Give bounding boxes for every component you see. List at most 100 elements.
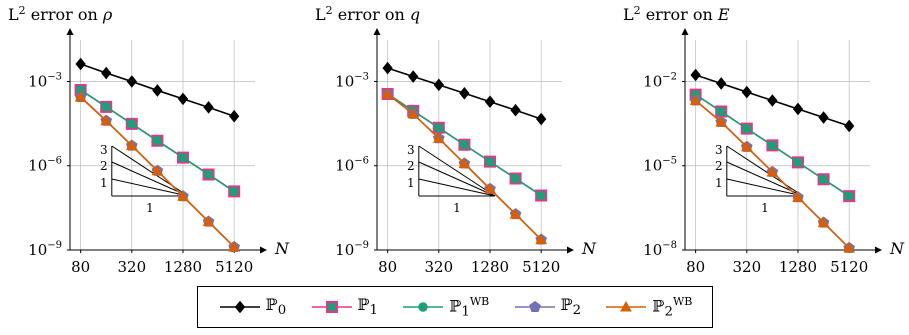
data-point-p2wb: [509, 208, 522, 219]
slope-label: 1: [407, 176, 415, 190]
legend-marker: [418, 302, 429, 312]
x-axis-arrow: [260, 246, 267, 254]
x-tick-label: 1280: [471, 258, 509, 276]
data-point-p1wb: [844, 191, 854, 201]
slope-label: 2: [715, 159, 723, 173]
data-point-p1wb: [793, 157, 803, 168]
data-point-p2wb: [715, 116, 728, 127]
x-tick-label: 80: [378, 258, 397, 276]
data-point-p2wb: [740, 140, 753, 152]
data-point-p2wb: [689, 94, 702, 106]
legend-item-p2: ℙ2: [513, 295, 582, 319]
x-tick-label: 5120: [522, 258, 560, 276]
chart-title: L2 error on q: [315, 4, 420, 24]
y-axis-arrow: [681, 28, 689, 35]
data-point-p1wb: [178, 152, 188, 163]
slope-1-hypotenuse: [418, 178, 496, 197]
data-point-p1wb: [485, 156, 495, 167]
legend-item-p2wb: ℙ2WB: [604, 294, 693, 320]
data-point-p2wb: [202, 215, 215, 227]
data-point-p1wb: [818, 174, 829, 184]
data-point-p2wb: [458, 157, 471, 169]
legend: ℙ0 ℙ1 ℙ1WB ℙ2 ℙ2WB: [197, 286, 713, 328]
x-tick-label: 5120: [215, 258, 253, 276]
y-tick-label: 10−6: [335, 156, 369, 175]
data-point-p1wb: [152, 135, 163, 146]
series-p2wb: [381, 87, 548, 245]
data-point-p0: [510, 103, 521, 117]
x-tick-label: 320: [424, 258, 453, 276]
data-point-p0: [101, 66, 112, 80]
data-point-p0: [203, 101, 214, 114]
x-tick-label: 5120: [830, 258, 868, 276]
slope-label: 3: [100, 143, 108, 157]
x-axis-label: N: [274, 239, 290, 258]
series-p2wb: [689, 94, 856, 253]
legend-label-p1: ℙ1: [357, 295, 379, 319]
legend-item-p1: ℙ1: [310, 295, 379, 319]
data-point-p1wb: [742, 123, 752, 134]
slope-label: 1: [715, 176, 723, 190]
data-point-p1wb: [434, 123, 444, 133]
x-tick-label: 320: [117, 258, 146, 276]
slope-label: 2: [407, 159, 415, 173]
slope-2-hypotenuse: [111, 161, 189, 197]
y-tick-label: 10−9: [335, 240, 369, 259]
data-point-p2wb: [484, 182, 496, 194]
data-point-p0: [75, 57, 86, 71]
x-axis-arrow: [875, 246, 882, 254]
data-point-p0: [152, 84, 163, 97]
slope-label: 1: [100, 176, 108, 190]
x-tick-label: 1280: [779, 258, 817, 276]
data-point-p0: [382, 61, 393, 75]
data-point-p0: [536, 112, 547, 126]
data-point-p2wb: [817, 216, 830, 228]
data-point-p2wb: [177, 190, 189, 201]
legend-label-p2wb: ℙ2WB: [652, 294, 693, 320]
legend-label-p2: ℙ2: [560, 295, 582, 319]
x-axis-arrow: [567, 246, 574, 254]
data-point-p0: [459, 86, 470, 100]
y-tick-label: 10−3: [28, 71, 62, 90]
data-point-p0: [126, 75, 137, 88]
x-tick-label: 1280: [164, 258, 202, 276]
data-point-p0: [741, 85, 752, 99]
data-point-p0: [408, 70, 419, 83]
slope-1-hypotenuse: [726, 178, 804, 197]
series-p1wb: [75, 85, 239, 197]
series-p0: [690, 68, 855, 133]
chart-panel-3: L2 error on E 10−2 10−5 10−8 80 320 1280 5120 N 3…: [623, 4, 905, 276]
y-tick-label: 10−8: [643, 240, 677, 259]
legend-swatch-p2: [514, 300, 555, 312]
chart-panel-2: L2 error on q 10−3 10−6 10−9 80 320 1280 5120 N 3…: [315, 4, 597, 276]
data-point-p0: [792, 102, 804, 116]
data-point-p1wb: [716, 106, 726, 117]
slope-label: 2: [100, 159, 108, 173]
legend-item-p0: ℙ0: [218, 295, 287, 319]
data-point-p2wb: [228, 240, 241, 252]
slope-2-hypotenuse: [418, 161, 496, 197]
data-point-p2wb: [125, 139, 138, 151]
data-point-p0: [818, 111, 829, 124]
legend-marker: [325, 301, 338, 313]
data-point-p2wb: [381, 87, 394, 99]
data-point-p0: [177, 92, 189, 106]
data-point-p0: [690, 68, 701, 82]
data-point-p2wb: [100, 114, 113, 126]
data-point-p1wb: [229, 186, 239, 197]
y-tick-label: 10−5: [643, 156, 677, 175]
legend-label-p0: ℙ0: [265, 295, 287, 319]
chart-panel-1: L2 error on ρ 10−3 10−6 10−9 80 320 1280 5120 N 3…: [8, 4, 290, 276]
data-point-p1wb: [510, 173, 521, 184]
y-tick-label: 10−9: [28, 240, 62, 259]
legend-swatch-p0: [219, 300, 260, 314]
legend-label-p1wb: ℙ1WB: [449, 294, 490, 320]
data-point-p2wb: [407, 107, 420, 119]
slope-3-hypotenuse: [726, 145, 804, 197]
chart-title: L2 error on E: [623, 4, 730, 24]
slope-label: 3: [407, 143, 415, 157]
slope-base-label: 1: [146, 201, 154, 215]
slope-1-hypotenuse: [111, 178, 189, 197]
x-axis-label: N: [581, 239, 597, 258]
